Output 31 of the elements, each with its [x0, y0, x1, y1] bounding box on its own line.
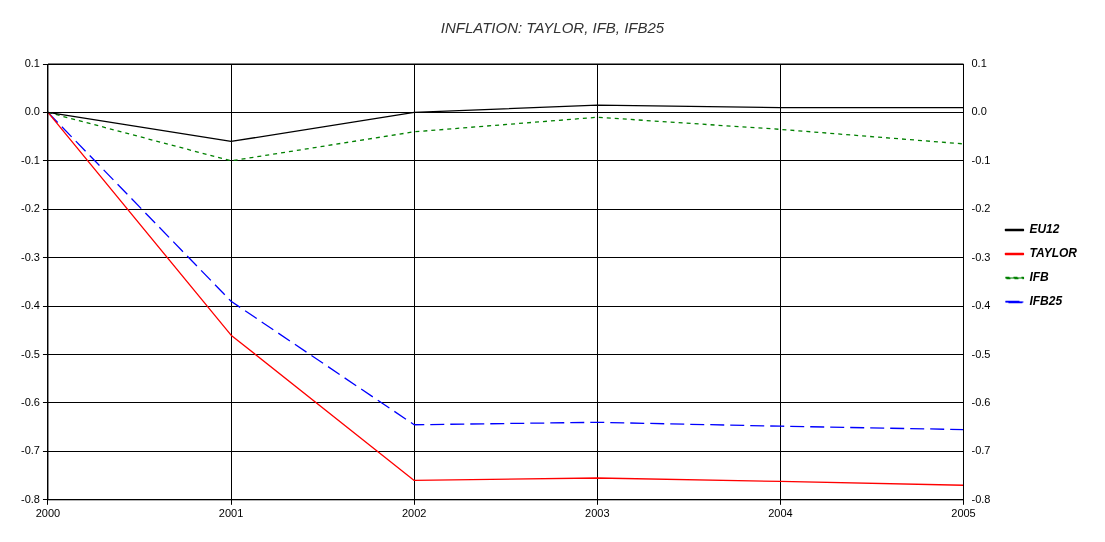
- y-tick-label: -0.2: [20, 202, 40, 215]
- y-tick-label: -0.3: [20, 250, 40, 263]
- y2-tick-label: 0.1: [971, 57, 987, 70]
- y-tick-label: 0.1: [24, 57, 40, 70]
- y-tick-label: -0.6: [20, 395, 40, 408]
- x-tick-label: 2004: [768, 507, 793, 520]
- x-tick-label: 2000: [35, 507, 61, 520]
- y2-tick-label: -0.8: [971, 492, 991, 505]
- x-tick-label: 2002: [401, 507, 427, 520]
- y2-tick-label: 0.0: [971, 105, 987, 118]
- legend-label: IFB: [1029, 270, 1050, 285]
- y-tick-label: -0.5: [20, 347, 40, 360]
- legend-label: TAYLOR: [1029, 246, 1078, 261]
- y2-tick-label: -0.2: [971, 202, 991, 215]
- y-tick-label: -0.1: [20, 153, 40, 166]
- x-tick-label: 2003: [585, 507, 610, 520]
- y2-tick-label: -0.1: [971, 153, 991, 166]
- legend-label: EU12: [1029, 222, 1060, 237]
- legend-label: IFB25: [1029, 294, 1063, 309]
- y2-tick-label: -0.7: [971, 444, 991, 457]
- chart-title: INFLATION: TAYLOR, IFB, IFB25: [440, 19, 665, 37]
- x-tick-label: 2001: [218, 507, 244, 520]
- y2-tick-label: -0.5: [971, 347, 991, 360]
- y-tick-label: -0.8: [20, 492, 40, 505]
- y2-tick-label: -0.3: [971, 250, 991, 263]
- y2-tick-label: -0.6: [971, 395, 991, 408]
- y2-tick-label: -0.4: [971, 299, 991, 312]
- y-tick-label: 0.0: [24, 105, 40, 118]
- y-tick-label: -0.4: [20, 299, 40, 312]
- y-tick-label: -0.7: [20, 444, 40, 457]
- x-tick-label: 2005: [951, 507, 976, 520]
